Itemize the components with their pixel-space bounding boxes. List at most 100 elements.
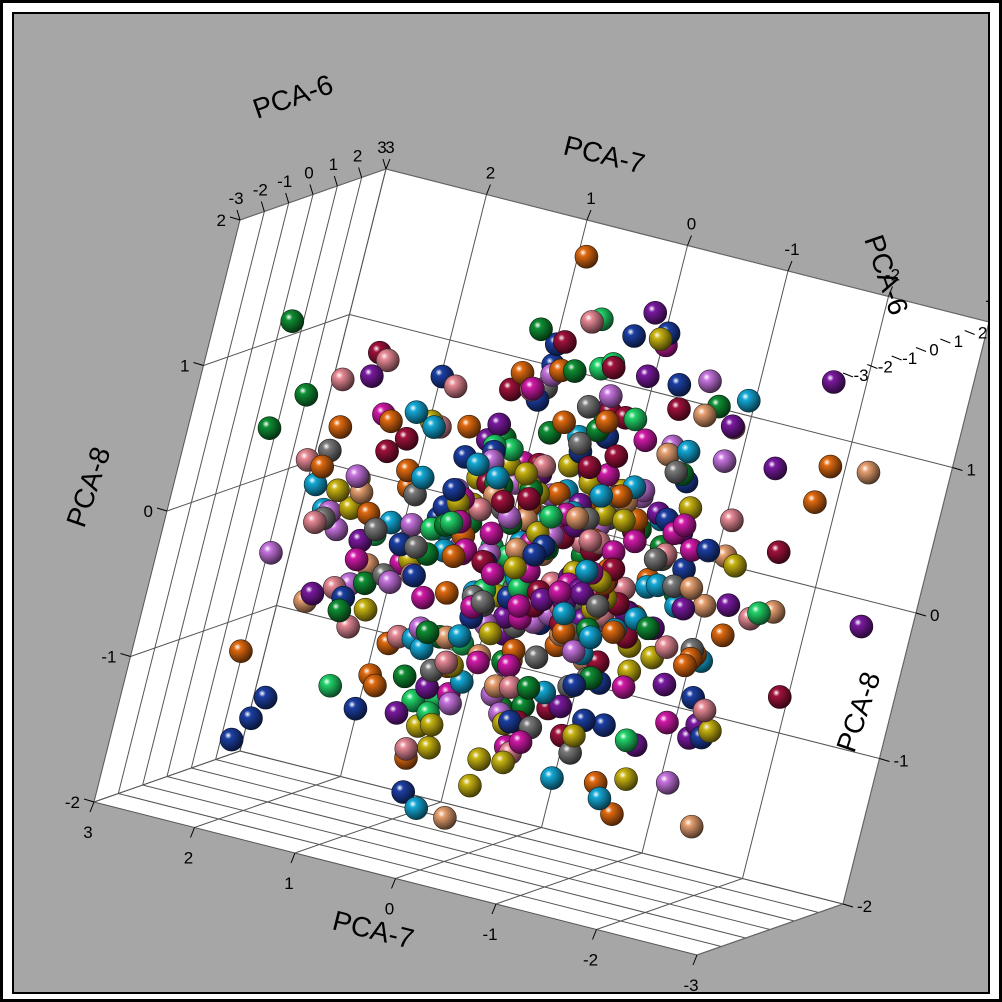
- data-point: [404, 400, 429, 424]
- data-point: [353, 597, 378, 622]
- axis-title-top-pca6: PCA-6: [249, 69, 337, 125]
- data-point: [441, 544, 466, 569]
- data-point: [576, 395, 601, 419]
- y-tick-mark: [940, 338, 951, 344]
- z-tick-label-left: -2: [65, 793, 80, 812]
- data-point: [856, 460, 881, 485]
- x-tick-label-top: 3: [385, 138, 394, 157]
- data-point: [539, 504, 563, 529]
- x-tick-mark: [692, 954, 698, 966]
- y-tick-label-left: -3: [228, 189, 243, 208]
- data-point: [402, 563, 426, 588]
- z-tick-label-right: -2: [857, 897, 872, 916]
- data-point: [623, 407, 648, 432]
- data-point: [422, 415, 446, 439]
- data-point: [552, 601, 576, 626]
- data-point: [648, 327, 673, 352]
- data-point: [410, 465, 435, 490]
- data-point: [643, 300, 668, 325]
- data-point: [375, 348, 400, 373]
- data-point: [635, 364, 660, 389]
- data-point: [655, 710, 679, 735]
- data-point: [589, 484, 614, 508]
- data-point: [229, 639, 253, 663]
- data-point: [671, 596, 696, 621]
- y-tick-label-left: 3: [377, 138, 386, 157]
- y-tick-label-right: 2: [978, 324, 987, 343]
- back-gridline-z: [349, 314, 953, 468]
- data-point: [529, 317, 553, 342]
- data-point: [540, 766, 564, 790]
- data-point: [698, 369, 722, 394]
- data-point: [363, 673, 387, 698]
- data-point: [654, 635, 679, 659]
- data-point: [379, 409, 403, 434]
- data-point: [485, 465, 510, 490]
- data-point: [458, 773, 482, 798]
- z-tick-mark: [83, 798, 95, 803]
- data-point: [673, 653, 697, 678]
- data-point: [508, 730, 533, 754]
- data-point: [310, 454, 334, 479]
- data-point: [767, 685, 792, 709]
- data-point: [479, 521, 504, 546]
- data-point: [623, 529, 647, 554]
- y-tick-mark: [989, 322, 990, 326]
- data-point: [375, 439, 399, 464]
- x-tick-mark: [888, 286, 893, 297]
- data-point: [280, 309, 305, 334]
- y-tick-mark: [915, 347, 927, 352]
- data-point: [327, 598, 352, 623]
- back-gridline-z: [239, 750, 844, 905]
- z-tick-mark: [915, 612, 927, 617]
- data-point: [562, 359, 587, 383]
- data-point: [692, 698, 717, 723]
- floor-gridline-y: [215, 759, 819, 913]
- x-tick-mark: [385, 158, 391, 170]
- data-point: [636, 616, 660, 641]
- data-point: [614, 728, 639, 753]
- data-point: [443, 374, 468, 399]
- data-point: [394, 426, 419, 451]
- z-tick-label-left: 1: [180, 357, 189, 376]
- data-point: [766, 540, 791, 564]
- x-tick-mark: [190, 827, 195, 838]
- data-point: [763, 456, 788, 481]
- data-point: [712, 449, 737, 473]
- data-point: [392, 664, 417, 689]
- y-tick-label-right: -3: [853, 366, 868, 385]
- data-point: [676, 439, 701, 464]
- data-point: [667, 373, 692, 397]
- data-point: [514, 461, 539, 486]
- x-tick-label-bottom: 3: [83, 823, 92, 842]
- data-point: [435, 581, 459, 605]
- data-point: [599, 384, 623, 408]
- z-tick-label-right: 1: [966, 461, 975, 480]
- data-point: [257, 416, 282, 440]
- x-tick-mark: [592, 929, 597, 940]
- axis-title-top-pca7: PCA-7: [561, 130, 649, 180]
- data-point: [720, 414, 745, 439]
- data-point: [818, 454, 843, 479]
- scatter3d-plot: 3210-1-2-33210-1-2-3-3-2-10123-3-2-10123…: [60, 69, 990, 992]
- data-point: [578, 625, 603, 650]
- data-point: [480, 562, 505, 586]
- data-point: [553, 330, 577, 354]
- data-point: [467, 747, 491, 772]
- data-point: [710, 623, 735, 648]
- data-point: [457, 414, 481, 439]
- y-tick-label-left: 0: [304, 164, 313, 183]
- floor-gridline-y: [191, 767, 795, 922]
- data-point: [664, 460, 689, 484]
- data-point: [326, 478, 350, 503]
- x-tick-label-bottom: -1: [482, 925, 497, 944]
- data-point: [404, 796, 429, 820]
- data-point: [470, 590, 495, 614]
- data-point: [411, 585, 435, 610]
- y-tick-mark: [333, 175, 338, 187]
- y-tick-mark: [285, 192, 290, 204]
- data-point: [561, 639, 586, 664]
- y-tick-label-right: 0: [929, 341, 938, 360]
- data-point: [696, 538, 721, 563]
